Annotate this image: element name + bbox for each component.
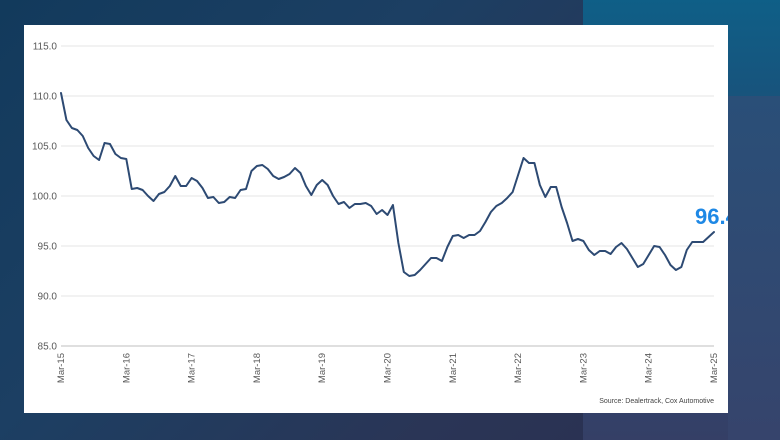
x-tick-label: Mar-24 bbox=[644, 353, 655, 383]
y-axis-ticks: 115.0 110.0 105.0 100.0 95.0 90.0 85.0 bbox=[32, 42, 57, 353]
background-tile-secondary bbox=[728, 96, 780, 440]
source-note: Source: Dealertrack, Cox Automotive bbox=[599, 398, 714, 405]
last-value-label: 96.4 bbox=[695, 204, 728, 229]
x-tick-label: Mar-20 bbox=[383, 353, 394, 383]
y-tick-label: 85.0 bbox=[38, 342, 58, 353]
x-tick-label: Mar-25 bbox=[709, 353, 720, 383]
chart-panel: 115.0 110.0 105.0 100.0 95.0 90.0 85.0 Mar-15 M… bbox=[24, 25, 728, 413]
x-tick-label: Mar-17 bbox=[187, 353, 198, 383]
x-axis-ticks: Mar-15 Mar-16 Mar-17 Mar-18 Mar-19 Mar-20 Mar-… bbox=[56, 353, 720, 383]
x-tick-label: Mar-22 bbox=[513, 353, 524, 383]
x-tick-label: Mar-16 bbox=[121, 353, 132, 383]
x-tick-label: Mar-23 bbox=[578, 353, 589, 383]
x-tick-label: Mar-19 bbox=[317, 353, 328, 383]
y-tick-label: 90.0 bbox=[38, 292, 58, 303]
x-tick-label: Mar-18 bbox=[252, 353, 263, 383]
y-tick-label: 105.0 bbox=[32, 142, 57, 153]
gridlines bbox=[61, 45, 714, 347]
x-tick-label: Mar-15 bbox=[56, 353, 67, 383]
y-tick-label: 110.0 bbox=[33, 92, 58, 103]
y-tick-label: 115.0 bbox=[33, 42, 58, 53]
y-tick-label: 100.0 bbox=[32, 192, 57, 203]
x-tick-label: Mar-21 bbox=[448, 353, 459, 383]
y-tick-label: 95.0 bbox=[38, 242, 58, 253]
series-line bbox=[60, 92, 715, 277]
